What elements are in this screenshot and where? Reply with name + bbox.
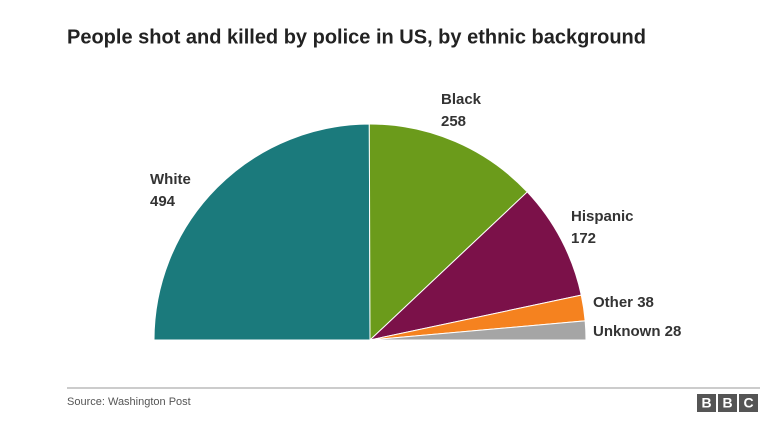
wedge: [368, 191, 582, 341]
logo-letter: C: [743, 395, 753, 411]
value-label: 494: [150, 193, 176, 210]
category-label: Hispanic: [571, 208, 634, 225]
logo-box: [697, 394, 716, 412]
category-label: White: [150, 171, 191, 188]
logo-box: [718, 394, 737, 412]
wedge: [153, 123, 371, 341]
chart-title: People shot and killed by police in US, …: [67, 26, 646, 48]
category-label: Other: [593, 294, 633, 311]
source: Source: Washington Post: [67, 396, 191, 408]
value-label: 172: [571, 230, 596, 247]
logo-letter: B: [722, 395, 732, 411]
wedge: [368, 123, 528, 342]
logo-box: [739, 394, 758, 412]
value-label: 258: [441, 113, 466, 130]
category-label: Unknown: [593, 323, 661, 340]
value-label: 38: [637, 294, 654, 311]
data-label: Unknown 28: [593, 323, 681, 340]
logo-letter: B: [701, 395, 711, 411]
value-label: 28: [665, 323, 682, 340]
wedge: [369, 320, 587, 341]
data-label: Other 38: [593, 294, 654, 311]
category-label: Black: [441, 91, 482, 108]
